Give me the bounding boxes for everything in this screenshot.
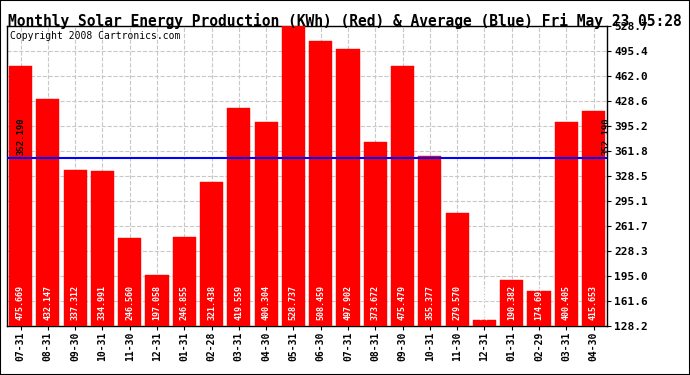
Bar [227, 108, 250, 375]
Text: 246.855: 246.855 [180, 285, 189, 320]
Bar [500, 280, 523, 375]
Text: 528.737: 528.737 [289, 285, 298, 320]
Text: 355.377: 355.377 [425, 285, 434, 320]
Bar [37, 99, 59, 375]
Text: Copyright 2008 Cartronics.com: Copyright 2008 Cartronics.com [10, 31, 180, 41]
Text: 136.061: 136.061 [480, 285, 489, 320]
Text: 508.459: 508.459 [316, 285, 325, 320]
Text: 475.479: 475.479 [398, 285, 407, 320]
Text: 334.991: 334.991 [98, 285, 107, 320]
Bar [172, 237, 196, 375]
Text: 475.669: 475.669 [16, 285, 25, 320]
Bar [391, 66, 414, 375]
Text: 321.438: 321.438 [207, 285, 216, 320]
Bar [337, 50, 359, 375]
Bar [527, 291, 551, 375]
Text: 246.560: 246.560 [125, 285, 134, 320]
Bar [364, 142, 387, 375]
Bar [146, 274, 168, 375]
Text: 190.382: 190.382 [507, 285, 516, 320]
Bar [282, 26, 305, 375]
Bar [63, 170, 87, 375]
Text: 415.653: 415.653 [589, 285, 598, 320]
Bar [309, 41, 333, 375]
Text: 432.147: 432.147 [43, 285, 52, 320]
Bar [418, 156, 442, 375]
Bar [9, 66, 32, 375]
Text: 352.190: 352.190 [602, 117, 611, 155]
Text: 419.559: 419.559 [235, 285, 244, 320]
Text: Monthly Solar Energy Production (KWh) (Red) & Average (Blue) Fri May 23 05:28: Monthly Solar Energy Production (KWh) (R… [8, 13, 682, 29]
Bar [473, 320, 496, 375]
Bar [582, 111, 605, 375]
Text: 497.902: 497.902 [344, 285, 353, 320]
Text: 400.304: 400.304 [262, 285, 270, 320]
Bar [446, 213, 469, 375]
Text: 352.190: 352.190 [16, 117, 25, 155]
Bar [200, 182, 223, 375]
Text: 400.405: 400.405 [562, 285, 571, 320]
Text: 174.691: 174.691 [535, 285, 544, 320]
Text: 373.672: 373.672 [371, 285, 380, 320]
Bar [255, 122, 277, 375]
Bar [555, 122, 578, 375]
Text: 197.058: 197.058 [152, 285, 161, 320]
Text: 337.312: 337.312 [70, 285, 79, 320]
Bar [118, 238, 141, 375]
Bar [91, 171, 114, 375]
Text: 279.570: 279.570 [453, 285, 462, 320]
